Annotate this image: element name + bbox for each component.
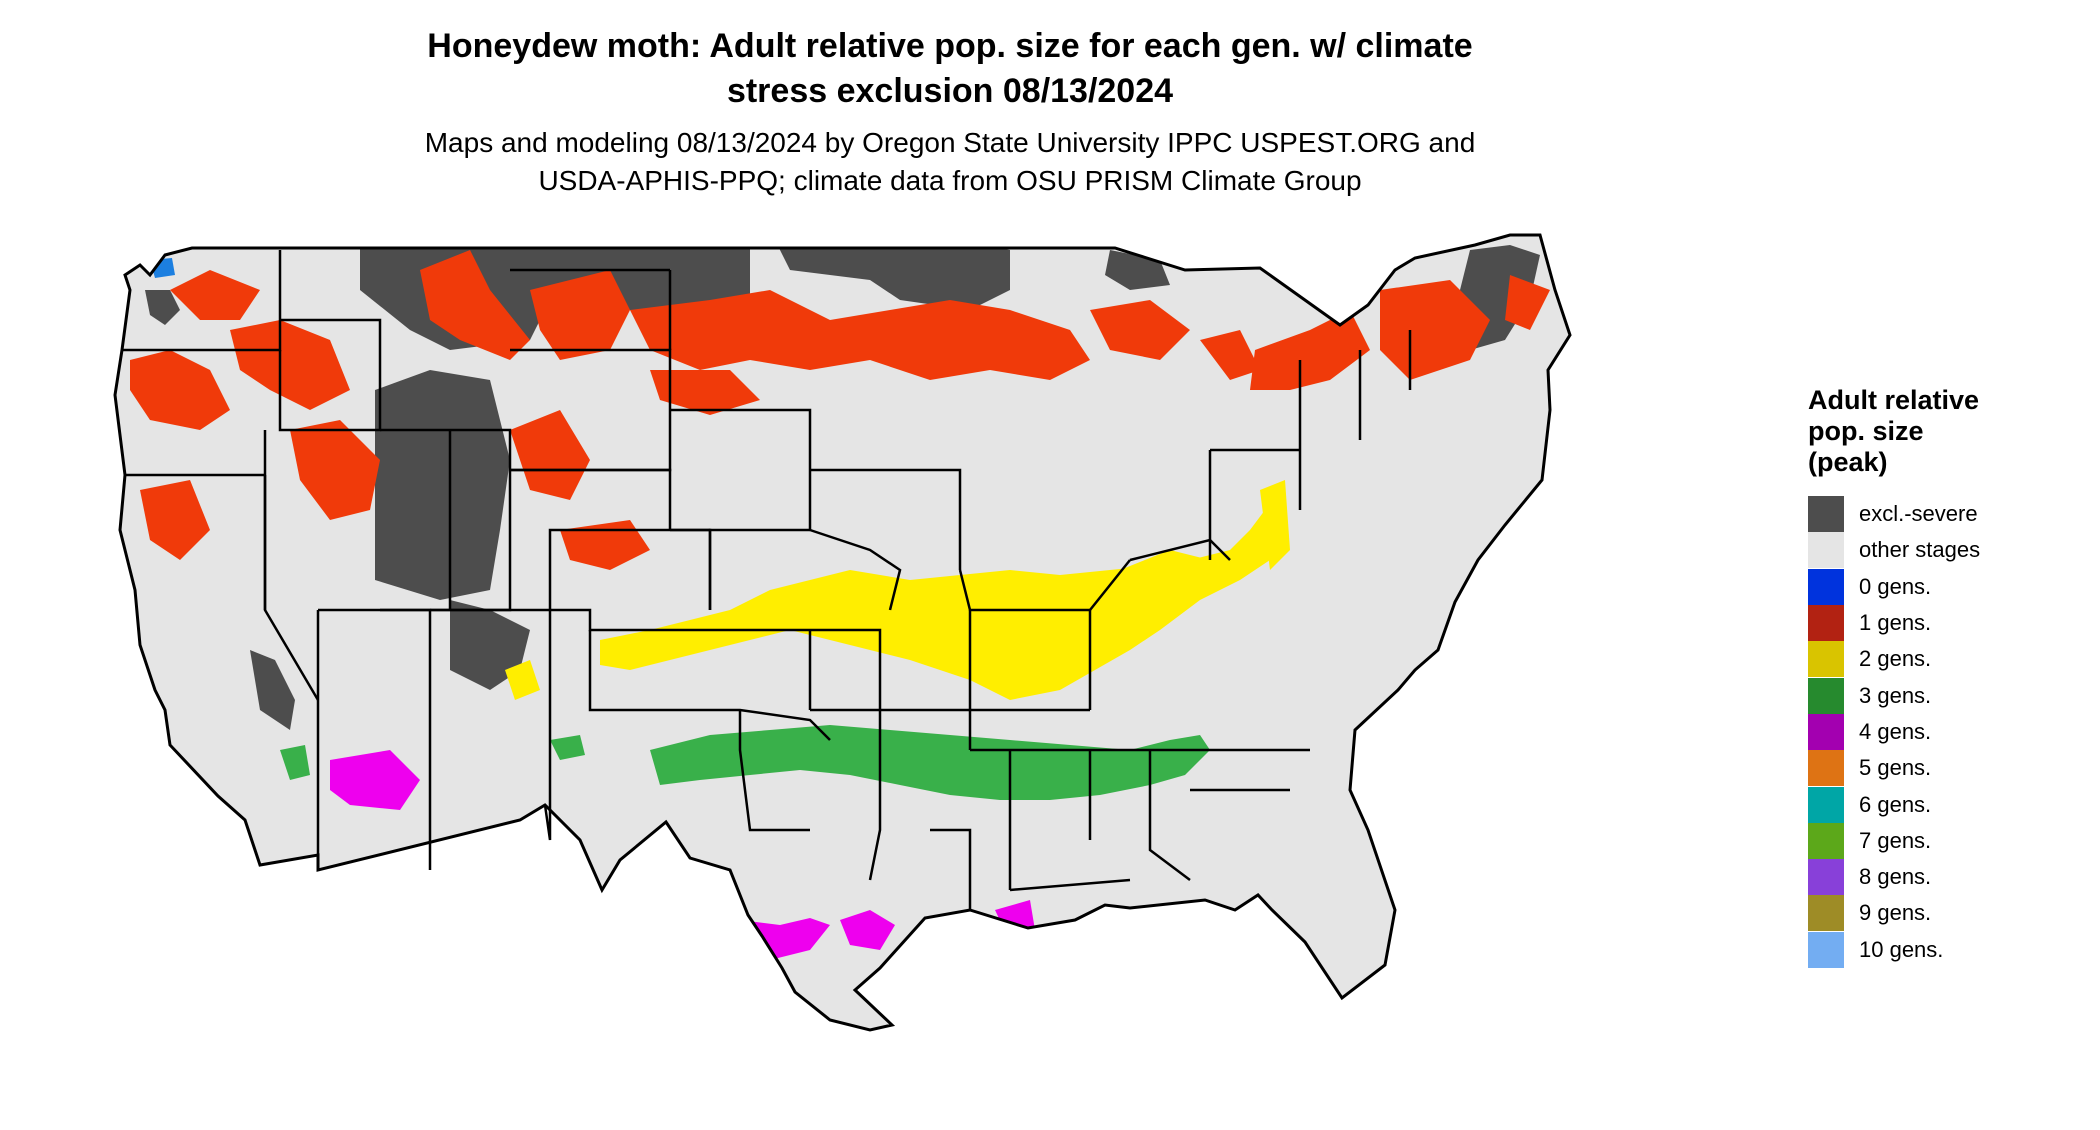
- state-boundaries: [122, 250, 1412, 910]
- legend-swatch: [1808, 750, 1844, 787]
- legend-items: excl.-severe other stages 0 gens. 1 gens. 2 …: [1808, 496, 2088, 968]
- legend-swatch: [1808, 786, 1844, 823]
- legend-title-line: (peak): [1808, 447, 1888, 477]
- legend-title: Adult relative pop. size (peak): [1808, 385, 2088, 478]
- subtitle-line-2: USDA-APHIS-PPQ; climate data from OSU PR…: [538, 165, 1362, 196]
- legend-label: 10 gens.: [1859, 936, 1944, 962]
- legend-label: 4 gens.: [1859, 718, 1932, 744]
- legend-item: 10 gens.: [1808, 931, 2088, 968]
- legend-swatch: [1808, 713, 1844, 750]
- legend-swatch: [1808, 677, 1844, 714]
- legend-swatch: [1808, 641, 1844, 678]
- legend-item: 9 gens.: [1808, 895, 2088, 932]
- gen-3-areas: [280, 725, 1210, 800]
- legend-item: 1 gens.: [1808, 605, 2088, 642]
- title-line-1: Honeydew moth: Adult relative pop. size …: [427, 27, 1473, 65]
- legend-item: 8 gens.: [1808, 859, 2088, 896]
- legend-swatch: [1808, 859, 1844, 896]
- legend-label: excl.-severe: [1859, 501, 1978, 527]
- legend-item: 2 gens.: [1808, 641, 2088, 678]
- legend-item: 4 gens.: [1808, 713, 2088, 750]
- gen-5-areas: [595, 970, 1380, 1030]
- legend-label: 0 gens.: [1859, 573, 1932, 599]
- map-raster: [130, 235, 1550, 1030]
- legend-label: 1 gens.: [1859, 610, 1932, 636]
- legend-swatch: [1808, 605, 1844, 642]
- legend-label: other stages: [1859, 537, 1981, 563]
- legend-label: 3 gens.: [1859, 682, 1932, 708]
- legend-swatch: [1808, 822, 1844, 859]
- gen-2-areas: [505, 480, 1290, 700]
- legend-label: 7 gens.: [1859, 827, 1932, 853]
- map-subtitle: Maps and modeling 08/13/2024 by Oregon S…: [300, 124, 1600, 200]
- legend-title-line: Adult relative: [1808, 385, 1980, 415]
- legend-label: 9 gens.: [1859, 900, 1932, 926]
- title-line-2: stress exclusion 08/13/2024: [726, 72, 1174, 110]
- map-title: Honeydew moth: Adult relative pop. size …: [300, 24, 1600, 114]
- legend-swatch: [1808, 931, 1844, 968]
- legend-swatch: [1808, 532, 1844, 569]
- legend-item: 5 gens.: [1808, 750, 2088, 787]
- legend-item: 7 gens.: [1808, 822, 2088, 859]
- legend-swatch: [1808, 895, 1844, 932]
- legend-swatch: [1808, 496, 1844, 533]
- legend-item: 3 gens.: [1808, 677, 2088, 714]
- subtitle-line-1: Maps and modeling 08/13/2024 by Oregon S…: [424, 127, 1476, 158]
- legend-item: 0 gens.: [1808, 568, 2088, 605]
- legend: Adult relative pop. size (peak) excl.-se…: [1808, 385, 2088, 968]
- legend-label: 8 gens.: [1859, 864, 1932, 890]
- legend-item: excl.-severe: [1808, 496, 2088, 533]
- legend-swatch: [1808, 568, 1844, 605]
- legend-label: 5 gens.: [1859, 755, 1932, 781]
- legend-title-line: pop. size: [1808, 416, 1924, 446]
- legend-label: 2 gens.: [1859, 646, 1932, 672]
- legend-item: 6 gens.: [1808, 786, 2088, 823]
- us-map: [113, 233, 1572, 1032]
- legend-label: 6 gens.: [1859, 791, 1932, 817]
- legend-item: other stages: [1808, 532, 2088, 569]
- gen-1-areas: [130, 250, 1550, 570]
